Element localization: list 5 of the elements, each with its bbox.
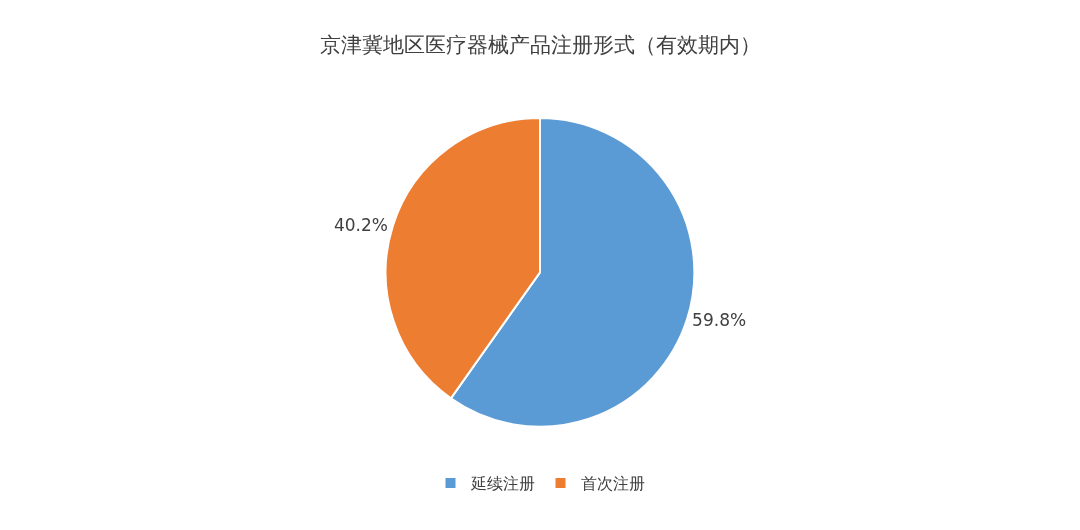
data-label: 59.8%	[692, 310, 747, 331]
legend-label: 延续注册	[469, 474, 535, 494]
data-label: 40.2%	[333, 214, 388, 235]
legend-label: 首次注册	[580, 474, 645, 494]
chart-title: 京津冀地区医疗器械产品注册形式（有效期内）	[319, 32, 761, 57]
